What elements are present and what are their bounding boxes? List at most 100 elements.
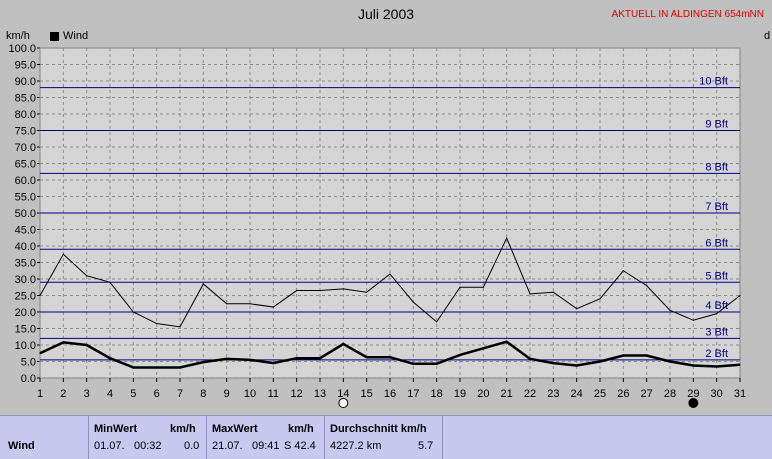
data-point-max <box>156 322 158 325</box>
beaufort-label: 10 Bft <box>699 76 728 88</box>
wind-chart: 0.0 5.0 10.0 15.0 20.0 25.0 30.0 35.0 40.0 45.0 50… <box>8 43 746 408</box>
data-point-max <box>249 303 251 305</box>
y-tick-label: 85.0 <box>15 93 36 105</box>
data-point-mean <box>646 354 648 357</box>
data-point-mean <box>412 363 414 365</box>
stats-min-cell: MinWert km/h 01.07. 00:32 0.0 <box>88 416 207 459</box>
x-tick-label: 19 <box>454 388 466 400</box>
data-point-max <box>226 303 228 305</box>
data-point-mean <box>622 354 624 357</box>
data-point-mean <box>319 357 321 359</box>
y-tick-label: 5.0 <box>21 357 36 369</box>
y-tick-label: 100.0 <box>8 43 36 55</box>
beaufort-label: 5 Bft <box>705 270 728 282</box>
data-point-max <box>366 291 368 293</box>
y-tick-label: 0.0 <box>21 373 36 385</box>
y-tick-label: 60.0 <box>15 175 36 187</box>
x-tick-label: 14 <box>337 388 349 400</box>
x-tick-label: 12 <box>291 388 303 400</box>
data-point-mean <box>576 364 578 367</box>
x-tick-label: 16 <box>384 388 396 400</box>
y-tick-label: 90.0 <box>15 76 36 88</box>
x-tick-label: 31 <box>734 388 746 400</box>
data-point-mean <box>552 362 554 364</box>
stats-row-label: Wind <box>8 440 35 452</box>
data-point-mean <box>506 341 508 343</box>
data-point-mean <box>482 347 484 349</box>
data-point-mean <box>132 366 134 369</box>
x-tick-label: 22 <box>524 388 536 400</box>
x-tick-label: 5 <box>130 388 136 400</box>
y-tick-label: 40.0 <box>15 241 36 253</box>
data-point-mean <box>459 354 461 356</box>
data-point-max <box>599 298 601 300</box>
data-point-max <box>62 253 64 255</box>
beaufort-label: 4 Bft <box>705 300 728 312</box>
avg-header: Durchschnitt km/h <box>330 423 427 435</box>
data-point-mean <box>342 343 344 345</box>
min-unit: km/h <box>170 423 196 435</box>
beaufort-label: 7 Bft <box>705 201 728 213</box>
y-tick-label: 20.0 <box>15 307 36 319</box>
data-point-mean <box>39 352 41 354</box>
data-point-mean <box>739 364 741 366</box>
legend: Wind <box>50 30 88 42</box>
data-point-mean <box>179 366 181 369</box>
max-header: MaxWert <box>212 423 258 435</box>
data-point-mean <box>692 364 694 367</box>
min-value: 0.0 <box>184 440 200 452</box>
x-tick-label: 13 <box>314 388 326 400</box>
data-point-max <box>436 321 438 323</box>
y-tick-label: 30.0 <box>15 274 36 286</box>
data-point-mean <box>272 362 274 364</box>
x-tick-label: 25 <box>594 388 606 400</box>
x-tick-label: 7 <box>177 388 183 400</box>
y-tick-label: 45.0 <box>15 225 36 237</box>
x-tick-label: 17 <box>407 388 419 400</box>
data-point-max <box>179 326 181 328</box>
y-axis-unit-left: km/h <box>6 30 30 42</box>
data-point-max <box>669 309 671 311</box>
x-tick-label: 27 <box>641 388 653 400</box>
x-tick-label: 20 <box>477 388 489 400</box>
data-point-max <box>716 313 718 315</box>
data-point-max <box>319 289 321 292</box>
x-tick-label: 28 <box>664 388 676 400</box>
data-point-mean <box>669 360 671 363</box>
data-point-mean <box>366 356 368 358</box>
data-point-mean <box>109 357 111 359</box>
y-tick-label: 70.0 <box>15 142 36 154</box>
min-header: MinWert <box>94 423 138 435</box>
x-tick-label: 24 <box>571 388 583 400</box>
legend-swatch <box>50 31 59 41</box>
x-tick-label: 29 <box>687 388 699 400</box>
full-moon-icon <box>338 398 349 408</box>
x-tick-label: 3 <box>84 388 90 400</box>
y-tick-label: 80.0 <box>15 109 36 121</box>
data-point-mean <box>716 365 718 368</box>
data-point-max <box>482 286 484 288</box>
x-tick-label: 15 <box>361 388 373 400</box>
x-tick-label: 1 <box>37 388 43 400</box>
y-tick-label: 35.0 <box>15 258 36 270</box>
max-value: S 42.4 <box>284 440 316 452</box>
stats-panel: Wind MinWert km/h 01.07. 00:32 0.0 MaxWe… <box>0 415 772 459</box>
y-tick-label: 10.0 <box>15 340 36 352</box>
x-tick-label: 26 <box>617 388 629 400</box>
data-point-max <box>342 288 344 290</box>
max-date: 21.07. <box>212 440 243 452</box>
data-point-max <box>389 273 391 275</box>
data-point-max <box>506 237 508 239</box>
min-time: 00:32 <box>134 440 162 452</box>
data-point-max <box>646 285 648 287</box>
x-tick-label: 6 <box>154 388 160 400</box>
data-point-mean <box>249 359 251 361</box>
data-point-mean <box>389 356 391 358</box>
beaufort-label: 3 Bft <box>705 326 728 338</box>
x-tick-label: 21 <box>501 388 513 400</box>
data-point-max <box>296 289 298 292</box>
data-point-max <box>622 270 624 272</box>
data-point-mean <box>226 358 228 360</box>
stats-max-cell: MaxWert km/h 21.07. 09:41 S 42.4 <box>206 416 325 459</box>
avg-value: 5.7 <box>418 440 434 452</box>
